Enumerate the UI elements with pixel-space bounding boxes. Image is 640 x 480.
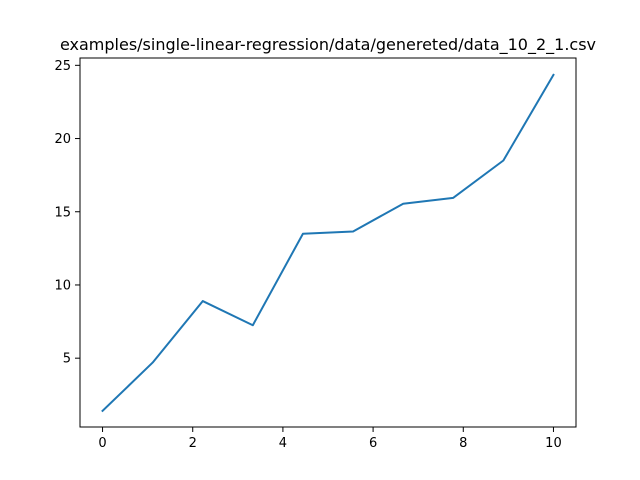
y-tick-label: 10 <box>54 278 71 293</box>
chart-title: examples/single-linear-regression/data/g… <box>60 35 596 55</box>
x-tick-label: 0 <box>98 436 106 451</box>
x-tick-label: 4 <box>279 436 287 451</box>
y-tick-label: 25 <box>54 59 71 74</box>
x-tick-label: 10 <box>545 436 562 451</box>
x-tick-label: 8 <box>459 436 467 451</box>
y-tick-label: 5 <box>63 352 71 367</box>
x-tick-label: 6 <box>369 436 377 451</box>
x-tick-label: 2 <box>189 436 197 451</box>
axes-frame <box>79 57 577 428</box>
plot-area: 0 2 4 6 8 10 5 10 15 20 25 <box>54 57 577 451</box>
y-tick-label: 15 <box>54 205 71 220</box>
y-tick-label: 20 <box>54 132 71 147</box>
series-line-1 <box>101 73 555 413</box>
